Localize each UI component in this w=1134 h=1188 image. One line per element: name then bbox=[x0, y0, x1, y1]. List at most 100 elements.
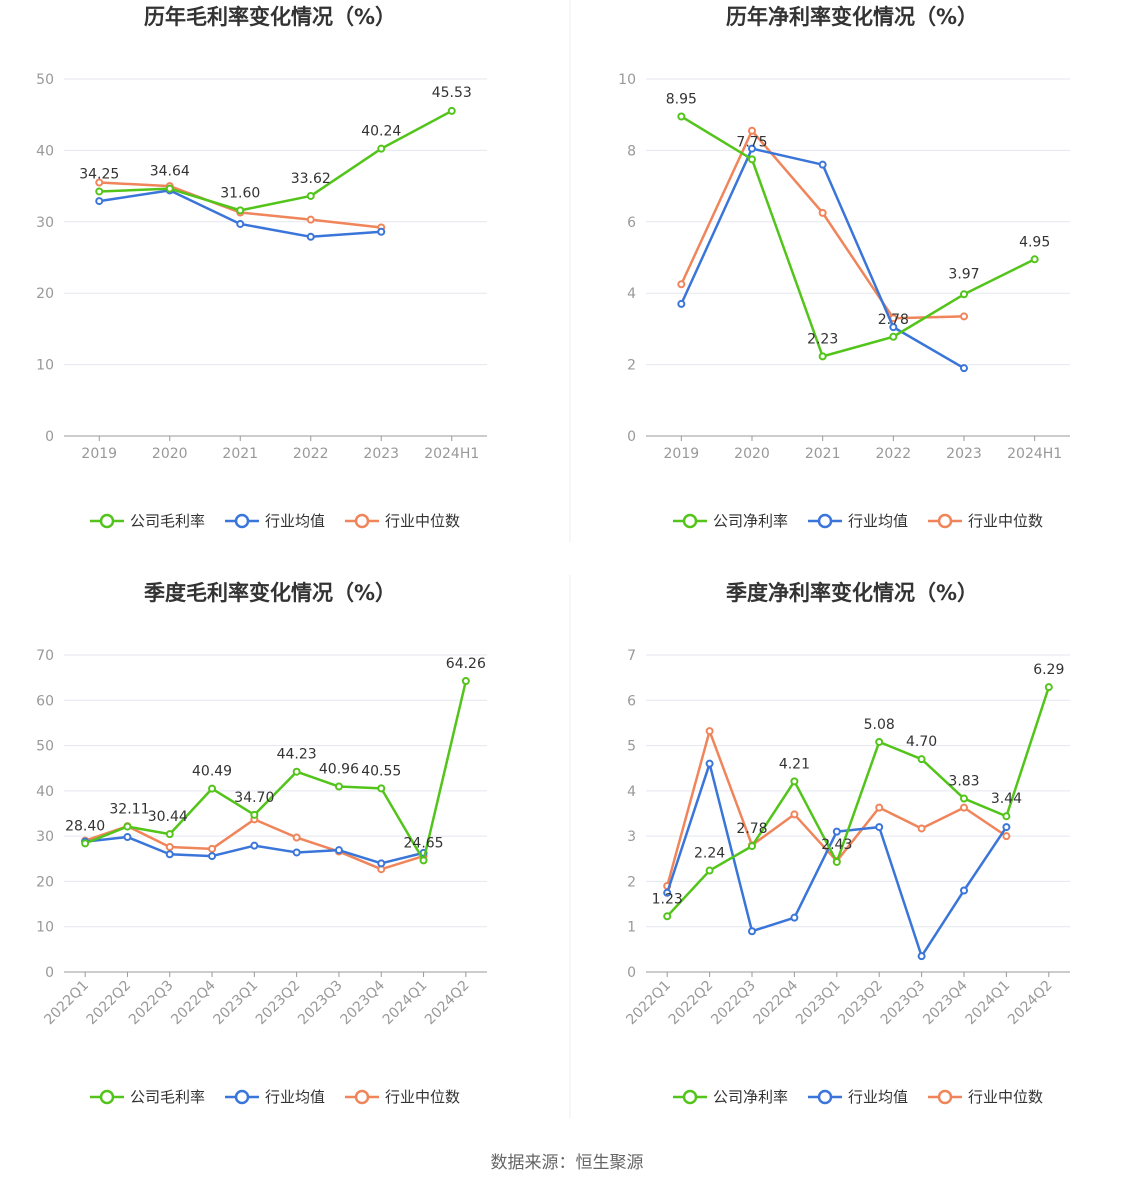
data-point-median bbox=[677, 280, 686, 289]
data-label: 2.43 bbox=[821, 837, 852, 853]
data-label: 7.75 bbox=[736, 134, 767, 150]
data-point-avg bbox=[123, 833, 132, 842]
data-label: 5.08 bbox=[864, 717, 895, 733]
legend-marker-icon bbox=[937, 1089, 953, 1105]
x-tick-label: 2022Q3 bbox=[708, 978, 759, 1029]
data-point-company bbox=[705, 866, 714, 875]
data-label: 1.23 bbox=[652, 891, 683, 907]
y-tick-label: 40 bbox=[36, 784, 54, 800]
y-tick-label: 0 bbox=[45, 429, 54, 445]
data-point-company bbox=[236, 206, 245, 215]
data-point-avg bbox=[875, 823, 884, 832]
x-tick-label: 2022Q4 bbox=[168, 977, 219, 1028]
data-point-median bbox=[875, 803, 884, 812]
data-label: 2.78 bbox=[878, 312, 909, 328]
data-label: 3.97 bbox=[948, 266, 979, 282]
data-label: 30.44 bbox=[148, 809, 188, 825]
data-point-median bbox=[960, 803, 968, 812]
series-line-company bbox=[680, 115, 1036, 358]
x-tick-label: 2022 bbox=[293, 446, 329, 462]
legend-label: 公司净利率 bbox=[713, 512, 788, 530]
legend-marker-icon bbox=[817, 1089, 833, 1105]
chart-3: 季度毛利率变化情况（%）0102030405060702022Q12022Q22… bbox=[36, 581, 487, 1106]
data-point-avg bbox=[917, 952, 926, 961]
chart-title: 历年毛利率变化情况（%） bbox=[144, 5, 396, 29]
data-point-avg bbox=[818, 160, 827, 169]
legend-label: 公司毛利率 bbox=[130, 1088, 205, 1106]
data-label: 45.53 bbox=[432, 85, 472, 101]
data-point-avg bbox=[663, 888, 672, 897]
x-tick-label: 2023Q2 bbox=[835, 978, 886, 1029]
data-point-company bbox=[377, 144, 386, 153]
data-point-company bbox=[377, 784, 386, 793]
legend-item-company[interactable]: 公司毛利率 bbox=[90, 1088, 205, 1106]
data-point-company bbox=[960, 794, 968, 803]
x-tick-label: 2023Q1 bbox=[211, 978, 262, 1029]
y-tick-label: 10 bbox=[618, 72, 636, 88]
y-tick-label: 5 bbox=[627, 739, 636, 755]
legend-item-avg[interactable]: 行业均值 bbox=[225, 512, 325, 530]
data-point-company bbox=[292, 767, 301, 776]
data-point-median bbox=[818, 208, 827, 217]
x-tick-label: 2021 bbox=[222, 446, 258, 462]
legend-item-avg[interactable]: 行业均值 bbox=[225, 1088, 325, 1106]
data-point-median bbox=[790, 810, 799, 819]
x-tick-label: 2023Q4 bbox=[920, 977, 971, 1028]
y-tick-label: 2 bbox=[627, 358, 636, 374]
data-source: 数据来源：恒生聚源 bbox=[491, 1153, 644, 1173]
legend-item-median[interactable]: 行业中位数 bbox=[928, 512, 1043, 530]
legend-item-company[interactable]: 公司净利率 bbox=[673, 1088, 788, 1106]
data-point-avg bbox=[377, 227, 386, 236]
legend-marker-icon bbox=[234, 1089, 250, 1105]
legend-item-median[interactable]: 行业中位数 bbox=[345, 1088, 460, 1106]
data-point-company bbox=[663, 912, 672, 921]
legend-marker-icon bbox=[234, 513, 250, 529]
legend-label: 行业均值 bbox=[265, 512, 325, 530]
y-tick-label: 20 bbox=[36, 286, 54, 302]
data-point-avg bbox=[334, 846, 343, 855]
legend-label: 行业中位数 bbox=[968, 1088, 1043, 1106]
legend-item-company[interactable]: 公司毛利率 bbox=[90, 512, 205, 530]
data-point-company bbox=[250, 810, 259, 819]
legend-label: 行业中位数 bbox=[968, 512, 1043, 530]
y-tick-label: 7 bbox=[627, 648, 636, 664]
chart-1: 历年毛利率变化情况（%） 0 10 20 30 40 50 2019 2020 2021 2022 2… bbox=[36, 5, 487, 530]
x-tick-label: 2023 bbox=[363, 446, 399, 462]
x-tick-label: 2022Q2 bbox=[84, 978, 135, 1029]
legend-item-avg[interactable]: 行业均值 bbox=[808, 1088, 908, 1106]
x-tick-label: 2022Q3 bbox=[126, 978, 177, 1029]
legend-item-company[interactable]: 公司净利率 bbox=[673, 512, 788, 530]
y-tick-label: 1 bbox=[627, 920, 636, 936]
x-tick-label: 2024Q1 bbox=[963, 978, 1014, 1029]
legend-item-median[interactable]: 行业中位数 bbox=[928, 1088, 1043, 1106]
y-tick-label: 6 bbox=[627, 215, 636, 231]
data-label: 3.83 bbox=[948, 774, 979, 790]
legend-item-median[interactable]: 行业中位数 bbox=[345, 512, 460, 530]
x-tick-label: 2024Q2 bbox=[1005, 978, 1056, 1029]
x-tick-label: 2022Q4 bbox=[751, 977, 802, 1028]
y-tick-label: 60 bbox=[36, 693, 54, 709]
legend-marker-icon bbox=[354, 513, 370, 529]
data-point-avg bbox=[677, 299, 686, 308]
x-tick-label: 2023Q3 bbox=[878, 978, 929, 1029]
legend-marker-icon bbox=[937, 513, 953, 529]
data-point-avg bbox=[236, 219, 245, 228]
data-point-company bbox=[818, 352, 827, 361]
x-tick-label: 2019 bbox=[664, 446, 700, 462]
y-tick-label: 0 bbox=[627, 965, 636, 981]
y-tick-label: 0 bbox=[45, 965, 54, 981]
legend-label: 行业中位数 bbox=[385, 512, 460, 530]
data-label: 6.29 bbox=[1033, 662, 1064, 678]
data-label: 40.55 bbox=[361, 763, 401, 779]
data-label: 64.26 bbox=[446, 656, 486, 672]
legend-item-avg[interactable]: 行业均值 bbox=[808, 512, 908, 530]
data-point-company bbox=[461, 676, 470, 685]
x-tick-label: 2023Q3 bbox=[295, 978, 346, 1029]
x-tick-label: 2020 bbox=[152, 446, 188, 462]
data-point-company bbox=[306, 191, 315, 200]
x-tick-label: 2024Q1 bbox=[380, 978, 431, 1029]
data-point-median bbox=[306, 215, 315, 224]
legend: 公司毛利率 行业均值 行业中位数 bbox=[90, 1088, 460, 1106]
data-label: 4.95 bbox=[1019, 234, 1050, 250]
series-line-median bbox=[680, 129, 965, 320]
